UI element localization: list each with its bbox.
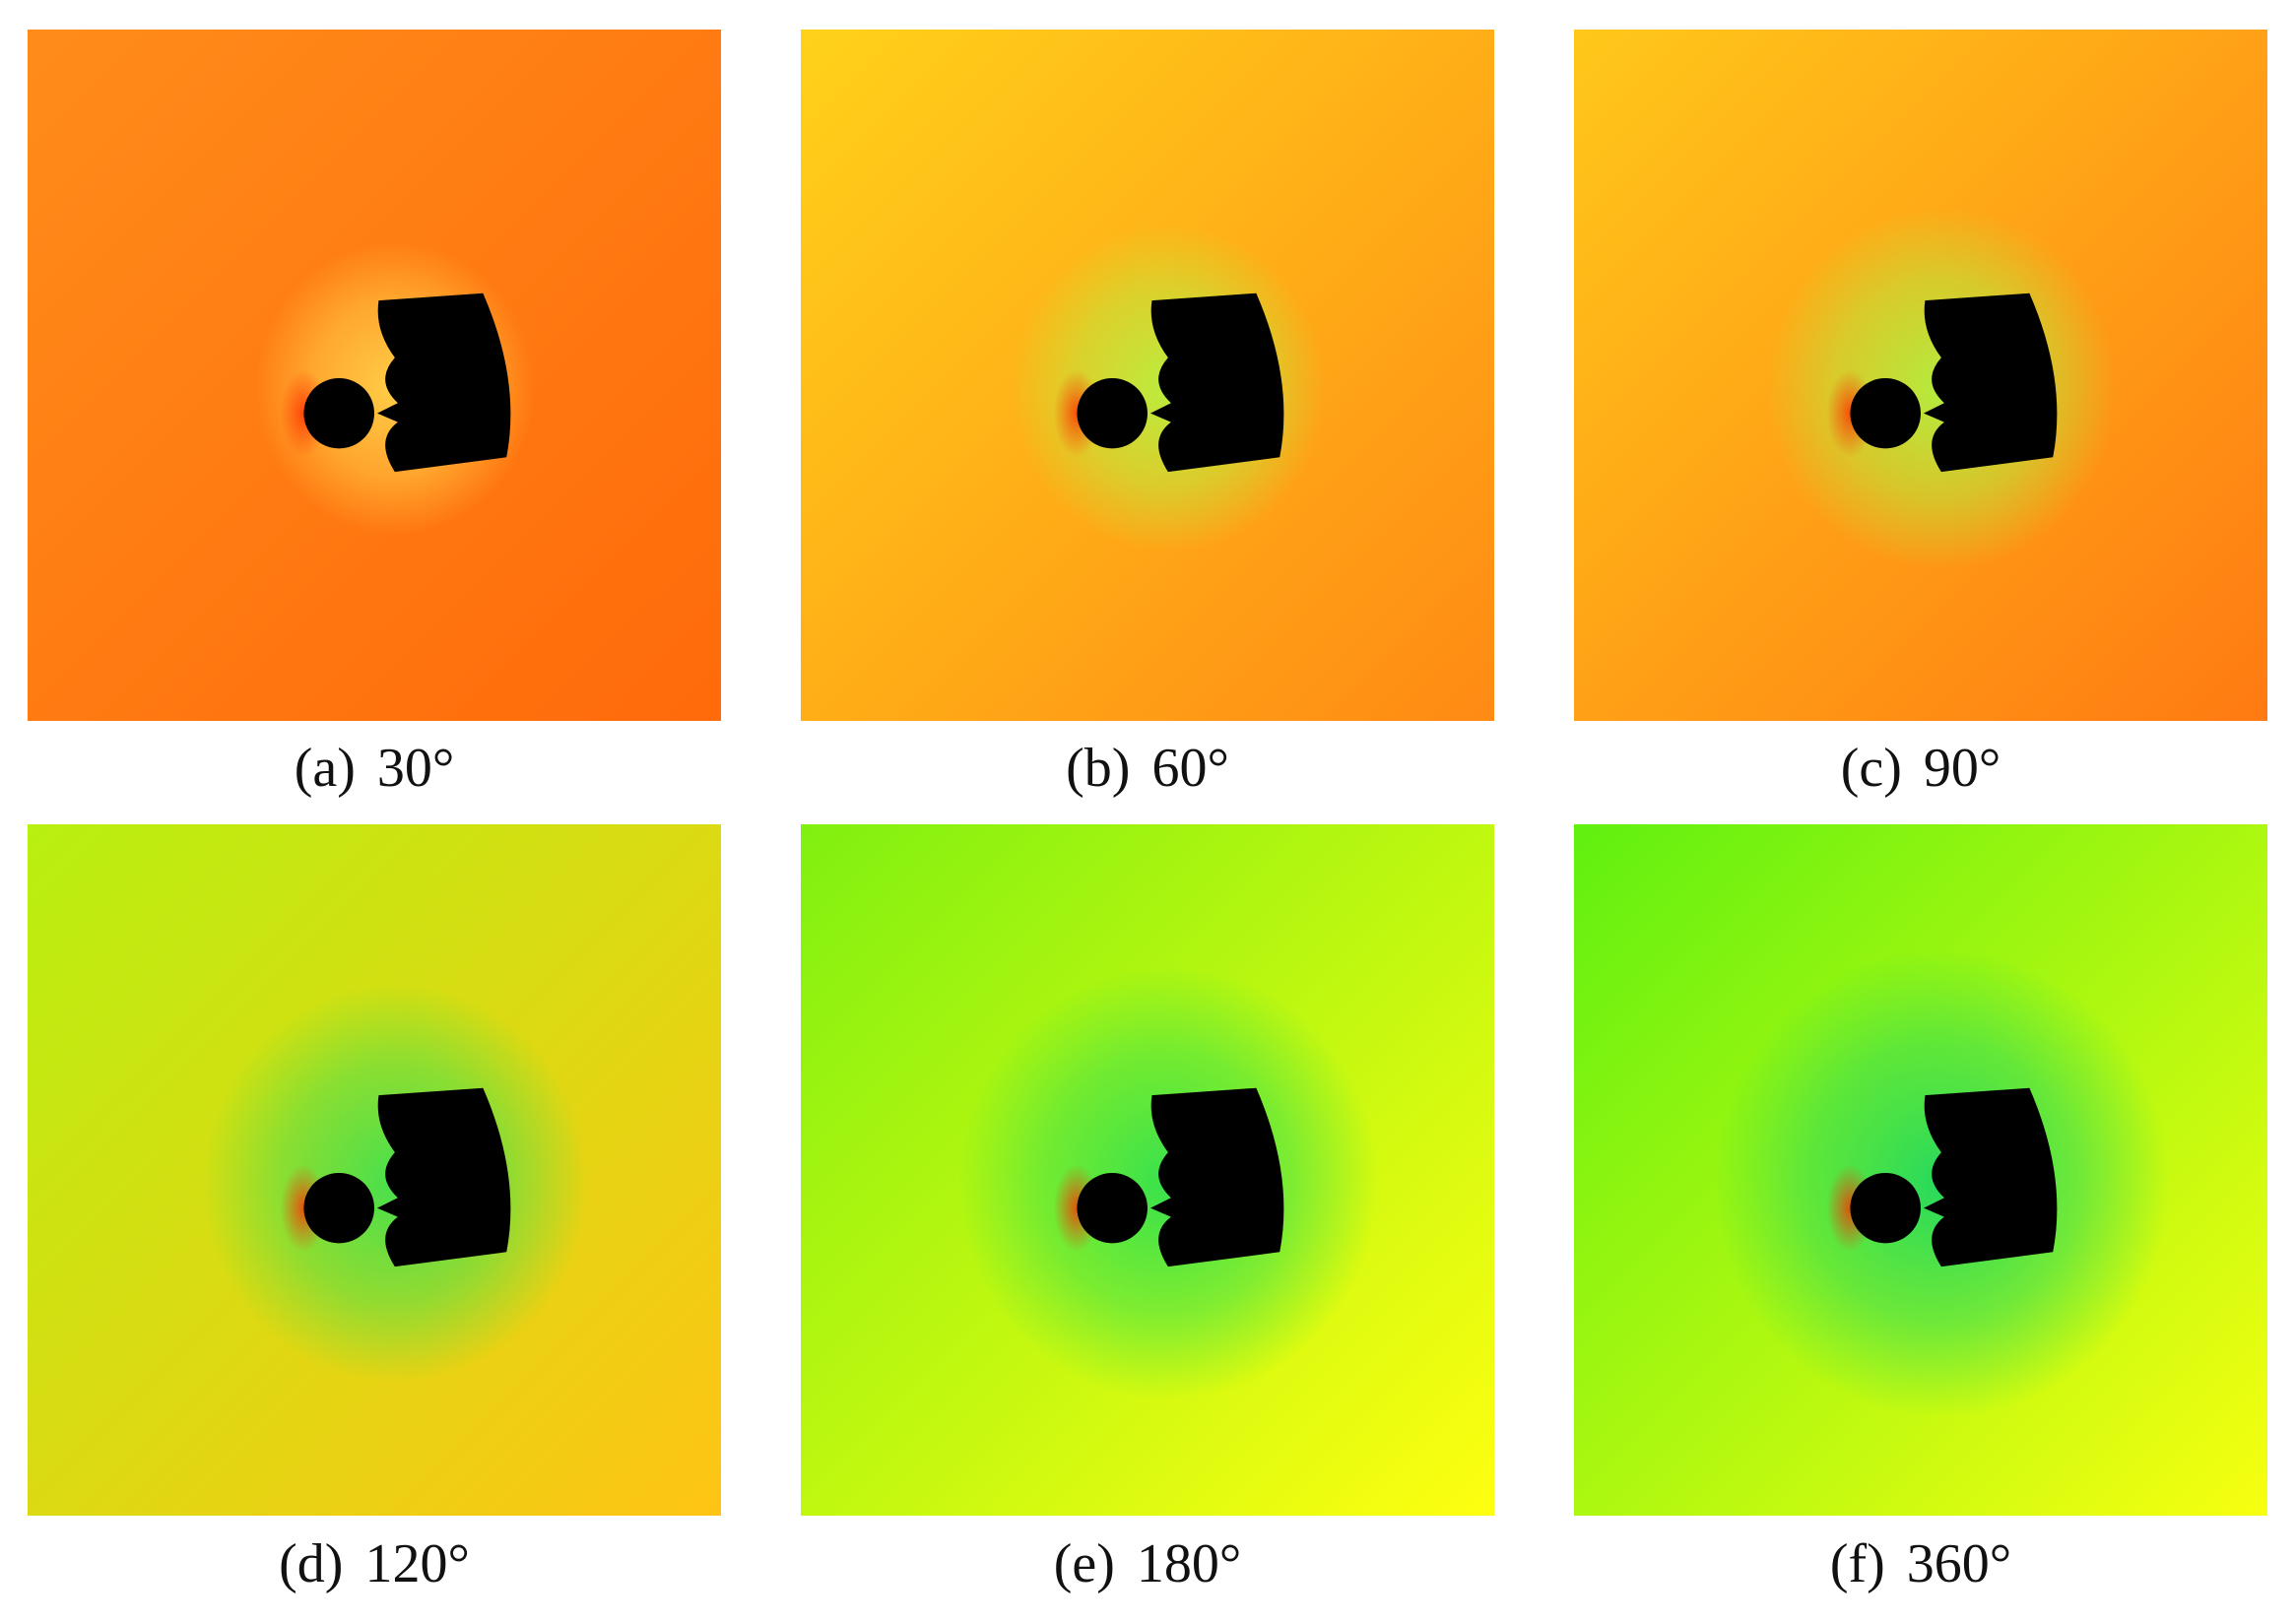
caption: (f) 360° (1574, 1532, 2267, 1595)
caption: (c) 90° (1574, 737, 2267, 800)
simulation-panel (801, 30, 1494, 721)
caption-angle: 30° (376, 738, 455, 799)
caption-angle: 60° (1151, 738, 1229, 799)
caption-label: (e) (1053, 1533, 1115, 1594)
simulation-panel (28, 824, 721, 1516)
sphere (1077, 1172, 1148, 1244)
body (1923, 292, 2058, 473)
body (376, 1087, 511, 1267)
sphere (1850, 377, 1921, 449)
sphere (1850, 1172, 1921, 1244)
caption: (d) 120° (28, 1532, 721, 1595)
caption-label: (d) (279, 1533, 344, 1594)
sphere (303, 1172, 374, 1244)
body (1149, 1087, 1284, 1267)
sphere (1077, 377, 1148, 449)
sphere (303, 377, 374, 449)
simulation-panel (1574, 824, 2267, 1516)
caption-label: (a) (294, 738, 356, 799)
caption-angle: 180° (1136, 1533, 1242, 1594)
caption: (a) 30° (28, 737, 721, 800)
caption-angle: 120° (364, 1533, 470, 1594)
caption: (e) 180° (801, 1532, 1494, 1595)
body (1149, 292, 1284, 473)
caption-label: (b) (1066, 738, 1131, 799)
body (376, 292, 511, 473)
simulation-panel (1574, 30, 2267, 721)
caption-label: (c) (1840, 738, 1902, 799)
caption-angle: 90° (1923, 738, 2001, 799)
caption: (b) 60° (801, 737, 1494, 800)
simulation-panel (801, 824, 1494, 1516)
body (1923, 1087, 2058, 1267)
caption-angle: 360° (1906, 1533, 2012, 1594)
simulation-panel (28, 30, 721, 721)
caption-label: (f) (1829, 1533, 1885, 1594)
